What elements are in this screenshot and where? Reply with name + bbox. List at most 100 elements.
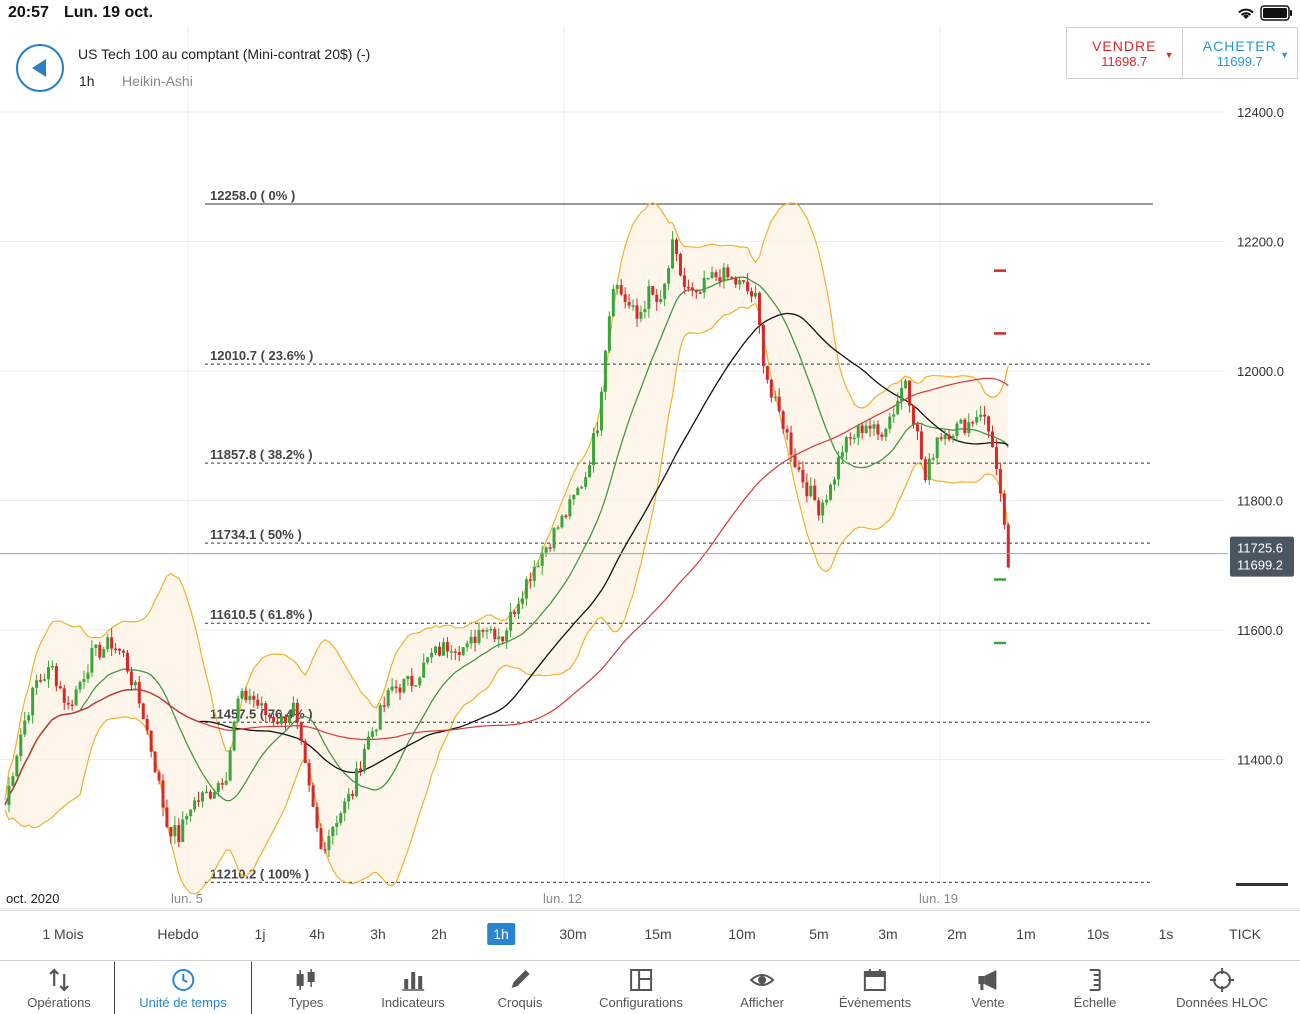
timeframe-label: 1h: [79, 73, 95, 89]
candle-body: [129, 671, 133, 686]
toolbar-button[interactable]: Indicateurs: [381, 961, 445, 1014]
back-button[interactable]: [16, 44, 64, 92]
toolbar-button[interactable]: Échelle: [1073, 961, 1117, 1014]
candle-body: [912, 405, 915, 425]
candle-body: [327, 836, 331, 851]
eye-icon: [749, 974, 775, 986]
toolbar-label: Échelle: [1073, 995, 1117, 1010]
toolbar-label: Afficher: [740, 995, 784, 1010]
toolbar-button[interactable]: Opérations: [27, 961, 91, 1014]
timeframe-option[interactable]: 1m: [1016, 926, 1036, 942]
candle-body: [272, 716, 276, 722]
candle-body: [975, 416, 979, 423]
toolbar-button[interactable]: Unité de temps: [139, 961, 227, 1014]
candle-body: [39, 680, 43, 682]
candle-body: [750, 291, 754, 297]
candle-body: [738, 280, 742, 285]
candle-body: [125, 652, 129, 672]
candle-body: [264, 703, 268, 716]
timeframe-option[interactable]: 1j: [254, 926, 266, 942]
candle-body: [23, 720, 27, 735]
toolbar-button[interactable]: Événements: [839, 961, 911, 1014]
timeframe-option[interactable]: 15m: [644, 926, 672, 942]
candle-body: [536, 565, 540, 568]
timeframe-option[interactable]: 1 Mois: [42, 926, 84, 942]
toolbar-label: Opérations: [27, 995, 91, 1010]
price-chart[interactable]: 12400.0 12200.0 12000.0 11800.0 11600.0 11400…: [0, 26, 1300, 910]
status-date: Lun. 19 oct.: [64, 4, 153, 21]
candle-body: [860, 425, 864, 433]
candle-body: [485, 630, 489, 632]
candle-body: [892, 414, 896, 417]
candle-body: [556, 527, 560, 529]
toolbar-button[interactable]: Configurations: [599, 961, 683, 1014]
candle-body: [943, 434, 947, 440]
timeframe-option[interactable]: 5m: [809, 926, 829, 942]
timeframe-option[interactable]: 3m: [878, 926, 898, 942]
fib-label: 12258.0 ( 0% ): [210, 188, 295, 203]
scale-icon: [1089, 969, 1101, 991]
candle-body: [651, 286, 655, 295]
timeframe-option[interactable]: 3h: [370, 926, 386, 942]
candle-body: [501, 636, 505, 642]
candle-body: [904, 380, 908, 389]
candle-body: [714, 272, 718, 278]
candle-body: [647, 286, 651, 309]
candle-body: [809, 485, 813, 497]
chart-canvas[interactable]: 12400.0 12200.0 12000.0 11800.0 11600.0 11400…: [0, 26, 1300, 910]
timeframe-option[interactable]: 2m: [947, 926, 967, 942]
timeframe-option[interactable]: 1h: [487, 923, 515, 945]
candle-body: [27, 715, 31, 721]
candle-body: [410, 675, 414, 687]
toolbar-button[interactable]: Vente: [971, 961, 1005, 1014]
timeframe-bar: 1 Mois Hebdo 1j 4h 3h 2h 1h 30m 15m 10m 5m 3m 2m 1m 10…: [0, 910, 1300, 960]
timeframe-option[interactable]: TICK: [1229, 926, 1261, 942]
candle-body: [896, 400, 900, 415]
timeframe-option[interactable]: 10s: [1086, 926, 1110, 942]
bollinger-lower: [4, 302, 1009, 895]
candle-body: [276, 721, 280, 724]
candle-body: [169, 826, 173, 837]
active-tab-frame: [114, 961, 252, 1014]
candle-body: [232, 721, 236, 751]
calendar-icon: [863, 969, 886, 991]
candle-body: [840, 452, 844, 458]
buy-button[interactable]: ACHETER 11699.7 ▼: [1181, 28, 1298, 78]
wifi-icon: [1238, 8, 1254, 19]
timeframe-option[interactable]: Hebdo: [157, 926, 199, 942]
candle-body: [675, 239, 678, 254]
timeframe-option[interactable]: 30m: [559, 926, 587, 942]
toolbar-button[interactable]: Afficher: [740, 961, 784, 1014]
candle-body: [46, 666, 50, 680]
candle-body: [979, 414, 983, 417]
timeframe-option[interactable]: 4h: [309, 926, 325, 942]
candle-body: [465, 643, 469, 648]
candle-body: [864, 425, 868, 433]
candle-body: [868, 425, 872, 429]
y-tick-label: 11800.0: [1237, 494, 1283, 509]
candle-body: [852, 437, 856, 440]
candle-body: [343, 801, 347, 814]
candle-body: [43, 679, 46, 681]
candle-body: [197, 800, 201, 802]
candle-body: [797, 467, 801, 470]
timeframe-option[interactable]: 10m: [728, 926, 756, 942]
toolbar-button[interactable]: Croquis: [498, 961, 542, 1014]
candle-body: [461, 647, 465, 655]
status-time: 20:57: [8, 4, 49, 21]
toolbar-button[interactable]: Données HLOC: [1176, 961, 1268, 1014]
candle-body: [528, 579, 532, 581]
sell-caret-icon: ▼: [1164, 50, 1174, 60]
timeframe-option[interactable]: 2h: [431, 926, 447, 942]
candle-body: [280, 716, 283, 724]
toolbar-button[interactable]: Types: [289, 961, 323, 1014]
sell-button[interactable]: VENDRE 11698.7 ▼: [1067, 28, 1182, 78]
candle-body: [560, 515, 564, 528]
candle-body: [453, 651, 457, 653]
current-price-bottom: 11699.2: [1237, 558, 1283, 573]
fib-label: 11857.8 ( 38.2% ): [210, 447, 313, 462]
fib-label: 12010.7 ( 23.6% ): [210, 348, 313, 363]
candle-body: [216, 783, 220, 793]
timeframe-option[interactable]: 1s: [1158, 926, 1174, 942]
candle-body: [900, 388, 904, 401]
